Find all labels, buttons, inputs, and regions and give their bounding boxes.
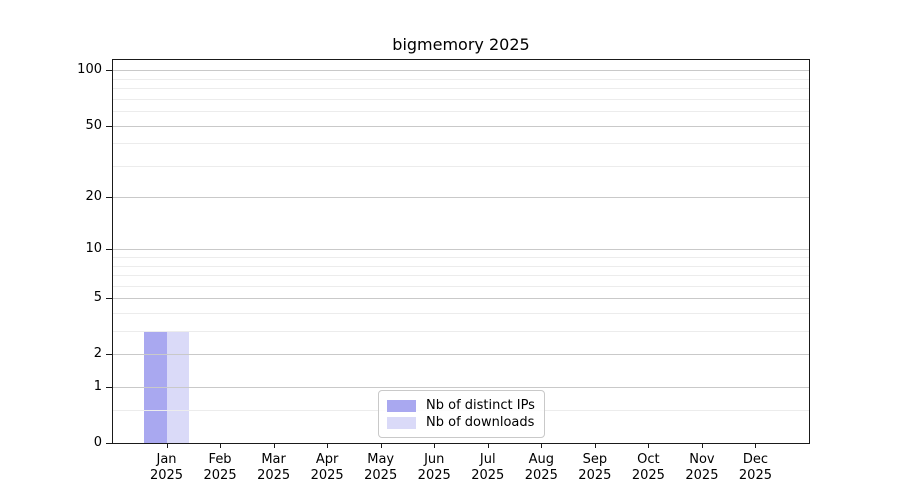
x-tick-mark-jan: [166, 444, 168, 448]
x-tick-label-aug: Aug 2025: [513, 452, 569, 484]
x-tick-label-sep: Sep 2025: [567, 452, 623, 484]
gridline-major-2: [113, 354, 809, 356]
x-tick-label-oct: Oct 2025: [620, 452, 676, 484]
y-tick-mark-2: [106, 354, 112, 356]
x-tick-year: 2025: [578, 468, 612, 483]
legend: Nb of distinct IPs Nb of downloads: [378, 390, 545, 438]
x-tick-year: 2025: [524, 468, 558, 483]
y-tick-mark-100: [106, 70, 112, 72]
y-tick-label-50: 50: [85, 117, 102, 133]
x-tick-year: 2025: [364, 468, 398, 483]
x-tick-mark-feb: [220, 444, 222, 448]
gridline-minor-90: [113, 78, 809, 80]
y-tick-label-20: 20: [85, 189, 102, 205]
x-tick-year: 2025: [149, 468, 184, 483]
gridline-major-50: [113, 125, 809, 127]
x-tick-label-apr: Apr 2025: [299, 452, 355, 484]
x-tick-label-may: May 2025: [353, 452, 409, 484]
x-tick-mark-jun: [434, 444, 436, 448]
x-tick-month: Jul: [479, 452, 496, 467]
y-tick-label-2: 2: [93, 346, 102, 362]
x-tick-year: 2025: [631, 468, 665, 483]
gridline-major-100: [113, 70, 809, 72]
y-tick-mark-1: [106, 387, 112, 389]
x-tick-month: Sep: [582, 452, 608, 467]
x-tick-month: Apr: [315, 452, 339, 467]
legend-item-downloads: Nb of downloads: [387, 414, 535, 431]
x-tick-year: 2025: [417, 468, 451, 483]
x-tick-mark-nov: [701, 444, 703, 448]
gridline-major-5: [113, 298, 809, 300]
x-tick-label-jan: Jan 2025: [139, 452, 195, 484]
x-tick-month: Oct: [637, 452, 660, 467]
gridline-major-1: [113, 387, 809, 389]
y-tick-label-100: 100: [77, 62, 102, 78]
x-tick-mark-oct: [648, 444, 650, 448]
x-tick-year: 2025: [685, 468, 719, 483]
gridline-minor-30: [113, 165, 809, 167]
x-tick-label-mar: Mar 2025: [246, 452, 302, 484]
x-tick-year: 2025: [471, 468, 505, 483]
legend-swatch-distinct-ips: [387, 399, 416, 412]
gridline-minor-7: [113, 275, 809, 277]
gridline-minor-40: [113, 143, 809, 145]
gridline-major-10: [113, 249, 809, 251]
x-tick-month: Nov: [689, 452, 715, 467]
x-tick-label-nov: Nov 2025: [674, 452, 730, 484]
gridline-minor-70: [113, 98, 809, 100]
gridline-minor-4: [113, 313, 809, 315]
x-tick-mark-may: [380, 444, 382, 448]
x-tick-label-jun: Jun 2025: [406, 452, 462, 484]
x-tick-month: Jun: [424, 452, 445, 467]
x-tick-year: 2025: [738, 468, 772, 483]
x-tick-month: May: [367, 452, 395, 467]
x-tick-mark-mar: [273, 444, 275, 448]
gridline-minor-80: [113, 88, 809, 90]
plot-area: [112, 59, 810, 444]
x-tick-mark-sep: [594, 444, 596, 448]
y-tick-label-10: 10: [85, 241, 102, 257]
y-tick-mark-0: [106, 443, 112, 444]
x-tick-year: 2025: [203, 468, 237, 483]
y-tick-mark-20: [106, 197, 112, 199]
legend-label-distinct-ips: Nb of distinct IPs: [426, 398, 535, 413]
x-tick-month: Feb: [208, 452, 232, 467]
y-tick-mark-5: [106, 298, 112, 300]
gridline-minor-60: [113, 111, 809, 113]
x-tick-label-dec: Dec 2025: [727, 452, 783, 484]
y-tick-mark-10: [106, 249, 112, 251]
x-tick-month: Jan: [156, 452, 177, 467]
x-tick-mark-apr: [327, 444, 329, 448]
y-tick-label-1: 1: [93, 379, 102, 395]
x-tick-mark-aug: [541, 444, 543, 448]
chart-title: bigmemory 2025: [392, 35, 530, 54]
gridline-major-20: [113, 197, 809, 199]
x-tick-label-feb: Feb 2025: [192, 452, 248, 484]
gridline-minor-3: [113, 331, 809, 333]
y-tick-mark-50: [106, 125, 112, 127]
x-tick-year: 2025: [310, 468, 344, 483]
legend-label-downloads: Nb of downloads: [426, 415, 535, 430]
legend-item-distinct-ips: Nb of distinct IPs: [387, 397, 535, 414]
y-tick-label-0: 0: [93, 435, 102, 450]
x-tick-mark-dec: [755, 444, 757, 448]
gridline-minor-6: [113, 285, 809, 287]
x-tick-month: Dec: [742, 452, 769, 467]
x-tick-year: 2025: [257, 468, 291, 483]
x-tick-mark-jul: [487, 444, 489, 448]
gridline-minor-8: [113, 265, 809, 267]
x-tick-label-jul: Jul 2025: [460, 452, 516, 484]
x-tick-month: Aug: [528, 452, 554, 467]
gridline-minor-9: [113, 257, 809, 259]
x-tick-month: Mar: [261, 452, 286, 467]
legend-swatch-downloads: [387, 416, 416, 429]
y-tick-label-5: 5: [93, 290, 102, 306]
